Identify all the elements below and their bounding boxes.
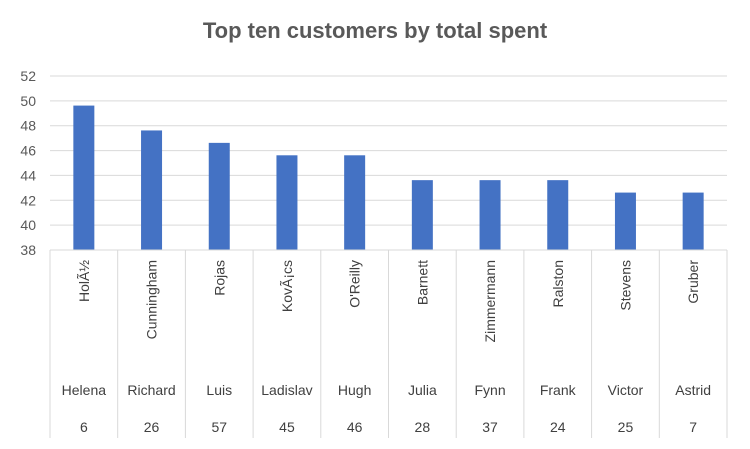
- category-last-name: O'Reilly: [347, 260, 363, 308]
- y-tick-label: 44: [20, 167, 36, 183]
- category-id: 7: [689, 419, 697, 435]
- category-first-name: Victor: [608, 382, 644, 398]
- bar: [73, 105, 95, 250]
- category-first-name: Julia: [408, 382, 437, 398]
- category-last-name: HolÃ½: [76, 260, 92, 302]
- bar: [276, 155, 298, 250]
- chart-title: Top ten customers by total spent: [202, 18, 548, 43]
- y-axis-ticks: 38 40 42 44 46 48 50 52: [20, 68, 36, 258]
- bar: [614, 192, 636, 250]
- category-id: 45: [279, 419, 295, 435]
- category-last-name: Ralston: [550, 260, 566, 307]
- category-id: 57: [211, 419, 227, 435]
- category-last-name: Barnett: [414, 260, 430, 305]
- bar: [411, 180, 433, 250]
- category-id: 46: [347, 419, 363, 435]
- y-tick-label: 48: [20, 118, 36, 134]
- category-last-name: Rojas: [211, 260, 227, 296]
- bar: [141, 130, 163, 250]
- category-id: 25: [618, 419, 634, 435]
- category-id: 24: [550, 419, 566, 435]
- category-last-name: Stevens: [617, 260, 633, 311]
- category-last-name: Zimmermann: [482, 260, 498, 342]
- category-first-name: Fynn: [474, 382, 505, 398]
- category-first-name: Frank: [540, 382, 577, 398]
- category-id: 26: [144, 419, 160, 435]
- y-tick-label: 52: [20, 68, 36, 84]
- y-tick-label: 42: [20, 192, 36, 208]
- category-last-name: Gruber: [685, 260, 701, 304]
- bar: [682, 192, 704, 250]
- bar: [479, 180, 501, 250]
- bar: [344, 155, 366, 250]
- y-tick-label: 50: [20, 93, 36, 109]
- category-first-name: Luis: [206, 382, 232, 398]
- category-first-name: Astrid: [675, 382, 711, 398]
- bar: [547, 180, 569, 250]
- bar: [208, 142, 230, 250]
- category-id: 6: [80, 419, 88, 435]
- category-first-name: Ladislav: [261, 382, 312, 398]
- y-tick-label: 46: [20, 143, 36, 159]
- x-axis-categories: HolÃ½ Helena 6 Cunningham Richard 26 Rojas Luis…: [49, 249, 728, 438]
- category-id: 28: [415, 419, 431, 435]
- category-first-name: Hugh: [338, 382, 371, 398]
- category-id: 37: [482, 419, 498, 435]
- y-tick-label: 40: [20, 217, 36, 233]
- category-last-name: Cunningham: [144, 260, 160, 339]
- y-tick-label: 38: [20, 242, 36, 258]
- bars: [73, 105, 704, 250]
- category-first-name: Helena: [62, 382, 107, 398]
- category-last-name: KovÃ¡cs: [279, 260, 295, 312]
- category-first-name: Richard: [127, 382, 175, 398]
